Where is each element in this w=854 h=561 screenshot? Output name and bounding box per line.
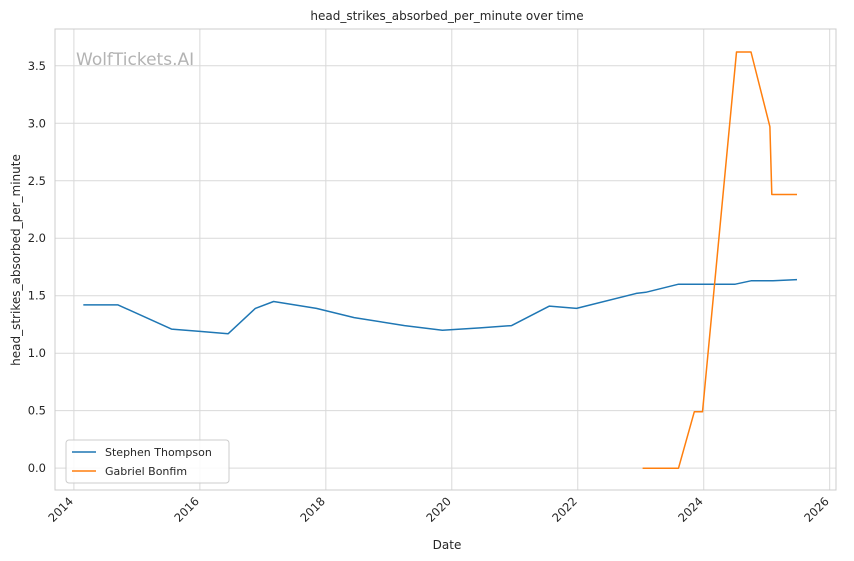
y-tick-label: 1.0 — [28, 346, 46, 360]
chart-title: head_strikes_absorbed_per_minute over ti… — [310, 9, 583, 23]
legend-label-gabriel-bonfim: Gabriel Bonfim — [105, 465, 187, 478]
y-tick-label: 0.0 — [28, 461, 46, 475]
y-axis-ticks: 0.0 0.5 1.0 1.5 2.0 2.5 3.0 3.5 — [28, 59, 46, 475]
y-axis-title: head_strikes_absorbed_per_minute — [9, 154, 23, 366]
series-lines — [83, 51, 798, 469]
y-tick-label: 2.0 — [28, 231, 46, 245]
grid — [55, 29, 836, 490]
legend: Stephen Thompson Gabriel Bonfim — [65, 439, 230, 484]
y-tick-label: 3.5 — [28, 59, 46, 73]
y-tick-label: 0.5 — [28, 404, 46, 418]
y-tick-label: 2.5 — [28, 174, 46, 188]
legend-label-stephen-thompson: Stephen Thompson — [105, 446, 212, 459]
y-tick-label: 1.5 — [28, 289, 46, 303]
x-axis-title: Date — [433, 538, 462, 552]
watermark-text: WolfTickets.AI — [76, 50, 194, 70]
series-line-gabriel-bonfim — [642, 51, 797, 469]
plot-area-frame — [54, 28, 837, 491]
legend-box — [65, 439, 230, 484]
y-tick-label: 3.0 — [28, 116, 46, 130]
